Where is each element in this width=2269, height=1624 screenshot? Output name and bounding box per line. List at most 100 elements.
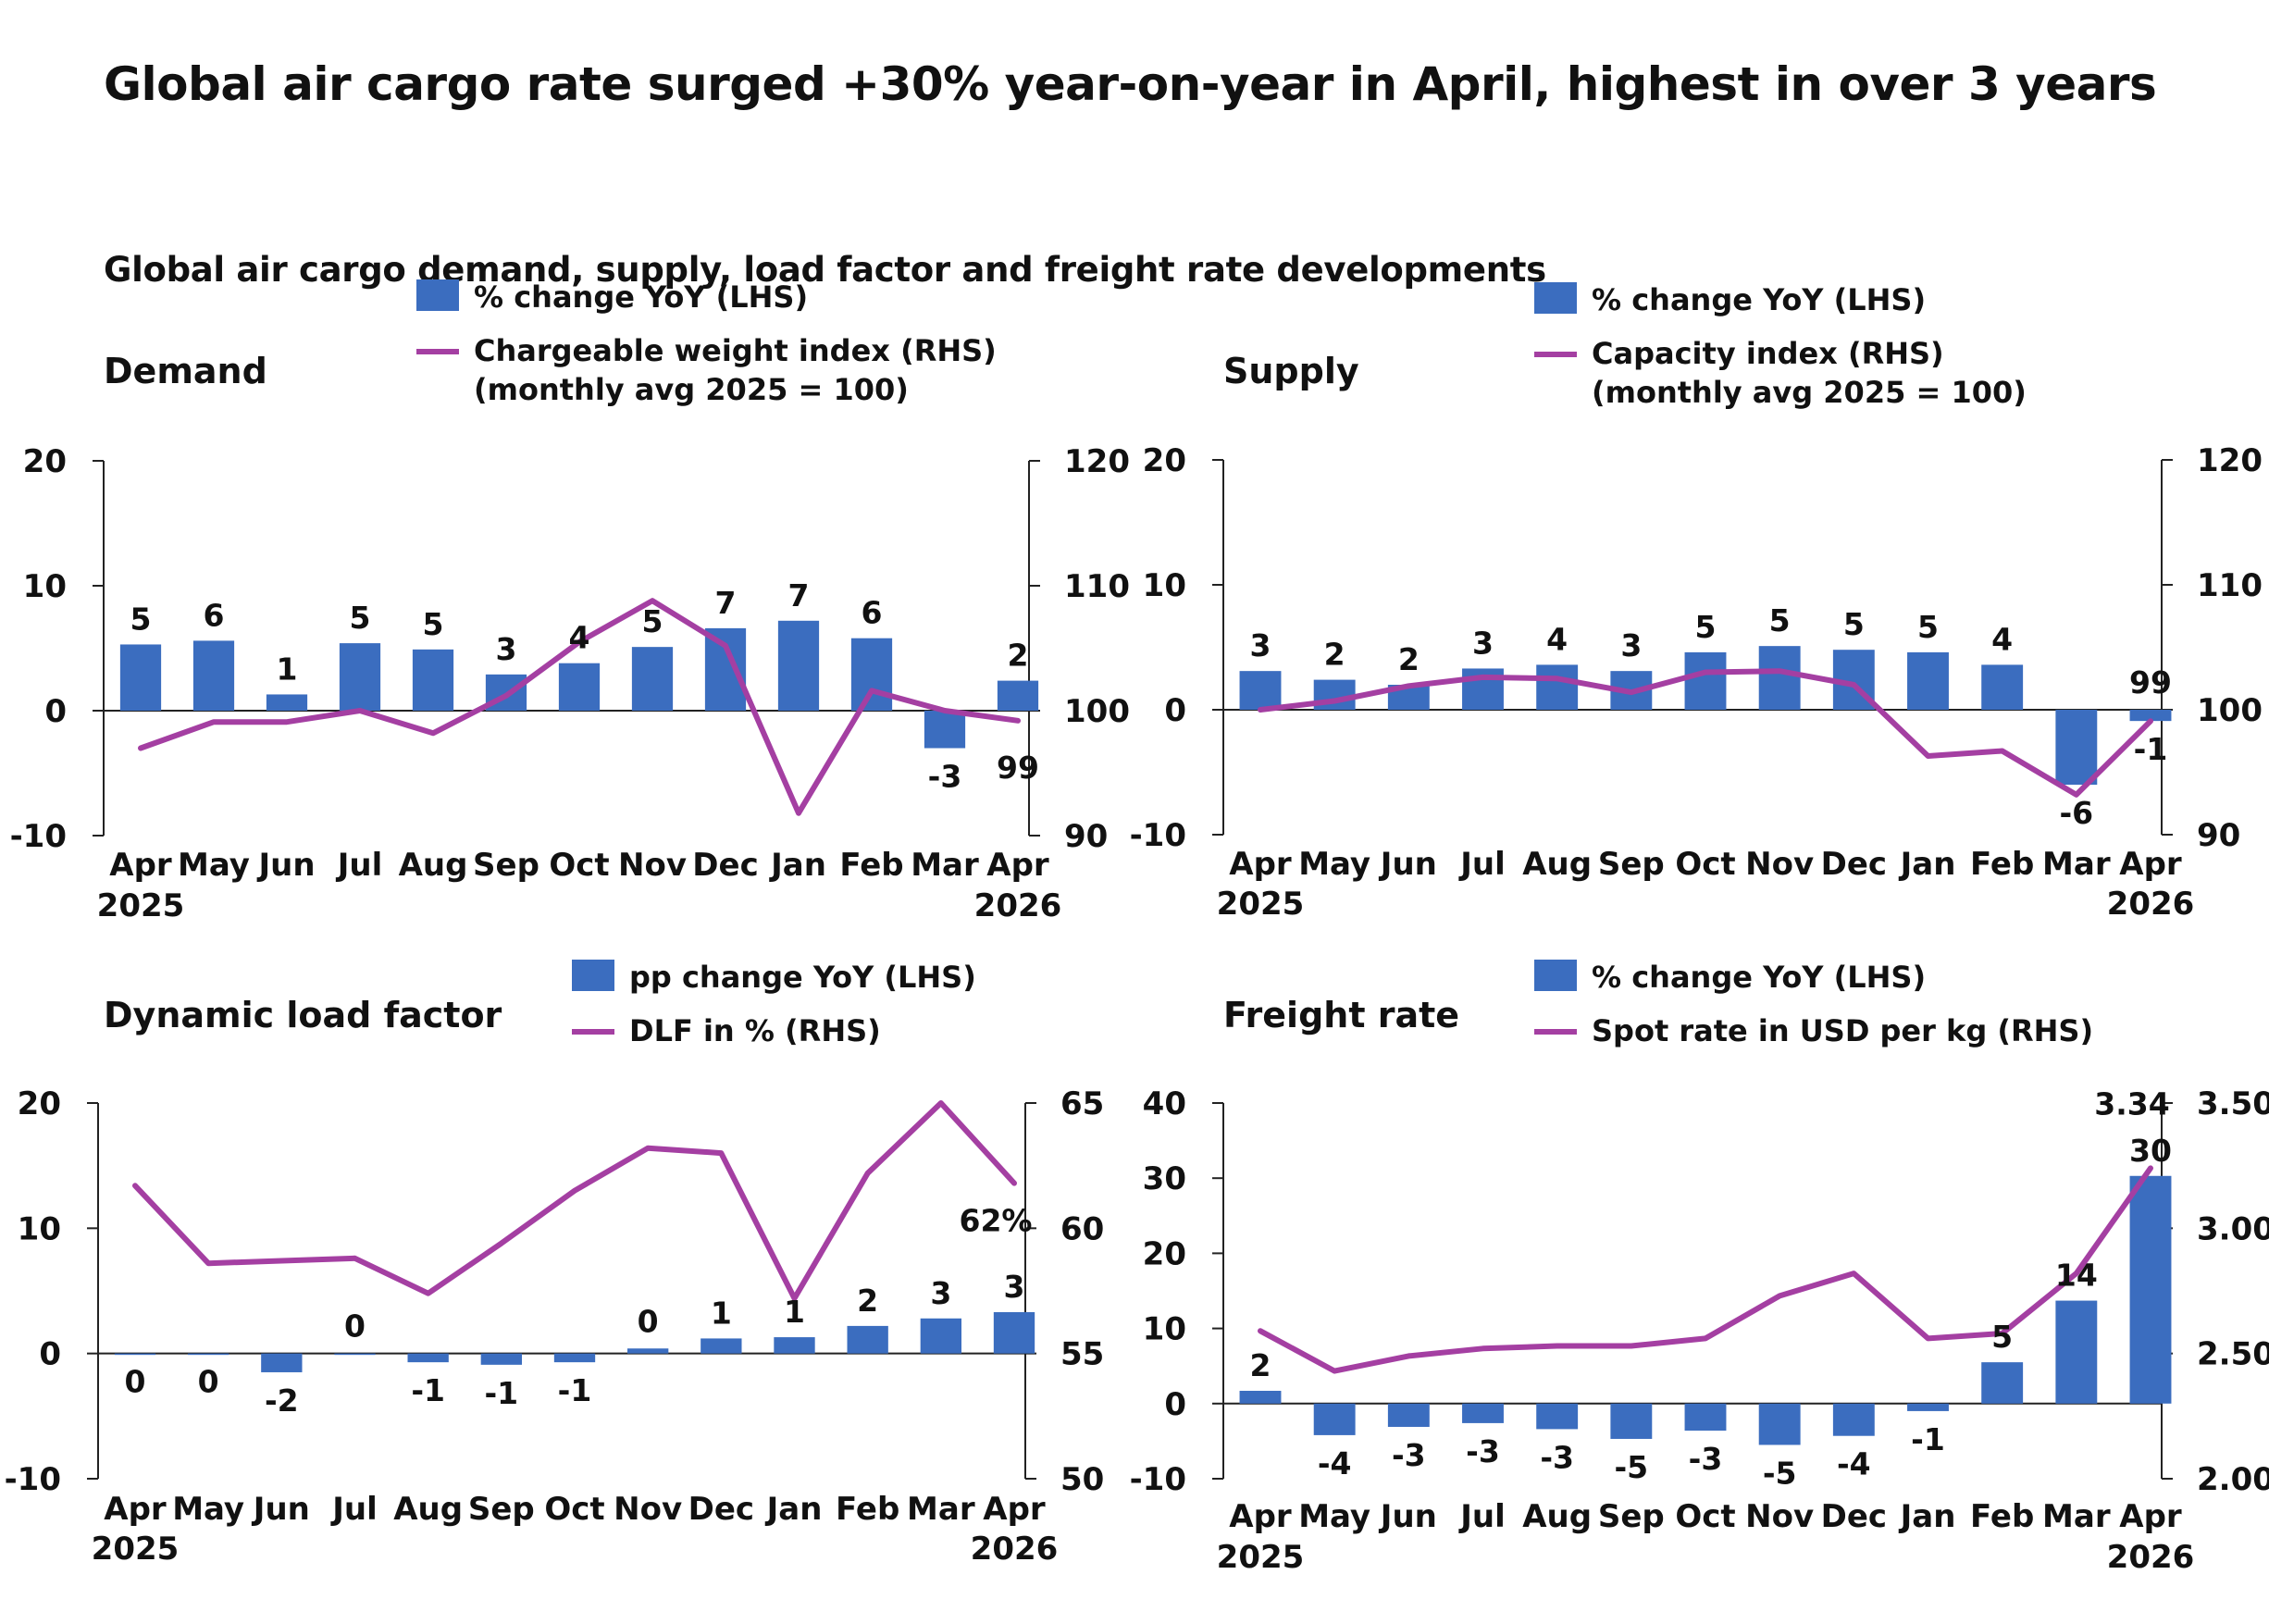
- right-tick-label: 90: [1064, 818, 1108, 855]
- bar: [1832, 1403, 1875, 1436]
- right-tick-label: 2.00: [2197, 1461, 2269, 1498]
- year-label-end: 2026: [2107, 886, 2195, 923]
- bar: [2055, 710, 2098, 785]
- month-label: Jan: [765, 1491, 823, 1528]
- main-title: Global air cargo rate surged +30% year-o…: [104, 57, 2157, 111]
- month-label: Jan: [1899, 846, 1956, 883]
- month-label: Nov: [614, 1491, 682, 1528]
- month-label: Dec: [1821, 1498, 1887, 1535]
- bar: [480, 1353, 522, 1365]
- bar-data-label: 7: [788, 577, 810, 614]
- panel-title-dynamic-load-factor: Dynamic load factor: [104, 995, 502, 1035]
- left-tick-label: 20: [1143, 1235, 1186, 1272]
- month-label: Apr: [1229, 846, 1292, 883]
- bar-data-label: -1: [2134, 731, 2168, 767]
- bar: [339, 643, 381, 711]
- left-tick-label: 30: [1143, 1160, 1186, 1197]
- month-label: Apr: [986, 847, 1049, 884]
- month-label: Sep: [1598, 1498, 1665, 1535]
- month-label: Nov: [1745, 1498, 1814, 1535]
- month-label: Nov: [1745, 846, 1814, 883]
- bar-data-label: -1: [411, 1372, 445, 1408]
- right-tick-label: 100: [2197, 692, 2263, 729]
- bar: [1907, 651, 1949, 710]
- right-tick-label: 60: [1060, 1210, 1104, 1247]
- bar-data-label: 4: [1991, 621, 2013, 657]
- month-label: Mar: [911, 847, 979, 884]
- left-tick-label: 0: [44, 693, 67, 730]
- bar: [2055, 1300, 2098, 1404]
- bar-data-label: -5: [1614, 1449, 1648, 1485]
- bar-data-label: -1: [1911, 1421, 1945, 1457]
- bar-data-label: 3: [496, 631, 517, 667]
- bar-data-label: 0: [125, 1364, 146, 1400]
- left-tick-label: -10: [1130, 817, 1186, 854]
- right-tick-label: 65: [1060, 1085, 1104, 1122]
- bar-data-label: 6: [204, 597, 225, 633]
- bar: [1313, 1403, 1356, 1435]
- month-label: Jul: [1458, 846, 1506, 883]
- bar: [192, 640, 235, 711]
- bar: [119, 644, 162, 711]
- bar: [704, 627, 747, 711]
- panel-title-supply: Supply: [1223, 351, 1359, 391]
- bar-data-label: 2: [1324, 637, 1345, 673]
- left-tick-label: 10: [1143, 567, 1186, 604]
- bar-data-label: 14: [2055, 1258, 2098, 1294]
- month-label: Apr: [104, 1491, 167, 1528]
- month-label: Apr: [1229, 1498, 1292, 1535]
- month-label: Aug: [399, 847, 468, 884]
- month-label: Jun: [256, 847, 315, 884]
- month-label: Aug: [1522, 1498, 1592, 1535]
- month-label: Mar: [907, 1491, 975, 1528]
- left-tick-label: 0: [1164, 1386, 1186, 1423]
- month-label: Jul: [1458, 1498, 1506, 1535]
- chart-freight-rate: Freight rate % change YoY (LHS) Spot rate …: [1130, 960, 2269, 1576]
- right-tick-label: 110: [2197, 567, 2263, 604]
- bar: [1387, 1403, 1430, 1427]
- bar: [997, 680, 1039, 711]
- line-end-label: 3.34: [2094, 1085, 2169, 1122]
- month-label: Aug: [393, 1491, 463, 1528]
- bar-data-label: 5: [1843, 606, 1865, 642]
- legend-bar-swatch: [416, 279, 459, 311]
- chart-dynamic-load-factor: Dynamic load factor pp change YoY (LHS) DL…: [5, 960, 1104, 1568]
- series-line: [132, 1100, 1017, 1302]
- bar: [1239, 671, 1282, 710]
- bar-data-label: 0: [638, 1303, 659, 1339]
- legend-bar-label: % change YoY (LHS): [1592, 960, 1926, 995]
- legend-bar-label: % change YoY (LHS): [1592, 282, 1926, 317]
- bar-data-label: 5: [642, 603, 663, 639]
- bar: [1758, 646, 1801, 710]
- bar-data-label: -6: [2059, 795, 2093, 831]
- right-tick-label: 2.50: [2197, 1336, 2269, 1373]
- month-label: Feb: [836, 1491, 899, 1528]
- right-tick-label: 90: [2197, 817, 2240, 854]
- bar: [1462, 1403, 1504, 1423]
- month-label: Dec: [688, 1491, 754, 1528]
- bar-data-label: 4: [1546, 621, 1568, 657]
- bar: [1758, 1403, 1801, 1445]
- year-label-start: 2025: [1217, 1539, 1305, 1576]
- bar: [1981, 1362, 2024, 1404]
- month-label: Jun: [1379, 1498, 1437, 1535]
- bar: [627, 1348, 669, 1354]
- bar-data-label: -4: [1837, 1446, 1871, 1482]
- bar: [701, 1338, 742, 1354]
- legend-bar-label: % change YoY (LHS): [474, 279, 808, 315]
- left-tick-label: 0: [39, 1336, 61, 1373]
- bar: [924, 711, 966, 749]
- month-label: Jan: [1899, 1498, 1956, 1535]
- year-label-start: 2025: [1217, 886, 1305, 923]
- month-label: Apr: [109, 847, 172, 884]
- bar-data-label: 4: [569, 620, 590, 656]
- bar: [553, 1353, 596, 1363]
- legend-line-label: Chargeable weight index (RHS): [474, 333, 997, 368]
- series-line: [138, 598, 1021, 816]
- bar-data-label: 7: [715, 585, 737, 621]
- bar: [920, 1318, 961, 1354]
- bar-data-label: 3: [1250, 627, 1271, 663]
- bar-data-label: 2: [1008, 638, 1029, 674]
- right-tick-label: 120: [2197, 442, 2263, 479]
